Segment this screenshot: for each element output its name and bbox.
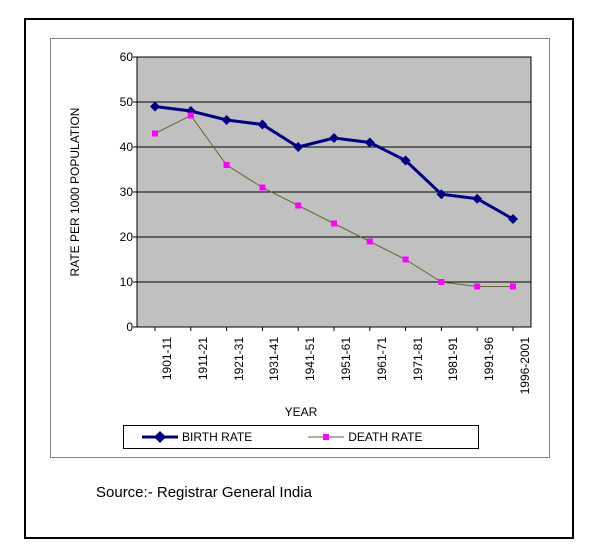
x-tick-label: 1981-91 [446, 337, 460, 381]
y-tick-label: 20 [109, 230, 133, 244]
series-marker-1-6 [367, 239, 373, 245]
series-marker-1-8 [438, 279, 444, 285]
series-marker-1-9 [474, 284, 480, 290]
series-marker-1-5 [331, 221, 337, 227]
y-tick-label: 60 [109, 50, 133, 64]
chart-outer-frame: 0 10 20 30 40 50 60 RATE PER 1000 POPULATION 1… [24, 18, 574, 539]
series-marker-1-0 [152, 131, 158, 137]
series-marker-1-10 [510, 284, 516, 290]
series-line-0 [155, 107, 513, 220]
y-tick-label: 50 [109, 95, 133, 109]
y-tick-label: 10 [109, 275, 133, 289]
x-axis-title: YEAR [51, 405, 551, 419]
x-tick-label: 1971-81 [411, 337, 425, 381]
x-tick-label: 1996-2001 [518, 337, 532, 394]
series-marker-0-6 [365, 138, 375, 148]
x-tick-label: 1901-11 [160, 337, 174, 380]
x-tick-label: 1951-61 [339, 337, 353, 381]
y-tick-label: 40 [109, 140, 133, 154]
y-tick-label: 0 [109, 320, 133, 334]
y-tick-label: 30 [109, 185, 133, 199]
legend-item-birth-rate: BIRTH RATE [142, 430, 252, 444]
series-marker-1-7 [403, 257, 409, 263]
x-axis-labels: 1901-11 1911-21 1921-31 1931-41 1941-51 1951-… [137, 331, 531, 401]
series-marker-0-0 [150, 102, 160, 112]
legend-swatch-birth [142, 430, 178, 444]
x-tick-label: 1921-31 [232, 337, 246, 381]
series-marker-1-1 [188, 113, 194, 119]
series-marker-1-4 [295, 203, 301, 209]
legend-label-death: DEATH RATE [348, 430, 422, 444]
legend-swatch-death [308, 430, 344, 444]
y-axis-labels: 0102030405060 [109, 57, 133, 327]
x-tick-label: 1911-21 [196, 337, 210, 380]
plot-area [137, 57, 531, 327]
x-tick-label: 1941-51 [303, 337, 317, 381]
chart-box: 0 10 20 30 40 50 60 RATE PER 1000 POPULATION 1… [50, 38, 550, 458]
series-marker-0-5 [329, 133, 339, 143]
y-axis-title: RATE PER 1000 POPULATION [68, 108, 82, 277]
source-text: Source:- Registrar General India [96, 484, 312, 501]
series-marker-0-2 [222, 115, 232, 125]
plot-svg [137, 57, 531, 327]
x-tick-label: 1991-96 [482, 337, 496, 381]
legend-label-birth: BIRTH RATE [182, 430, 252, 444]
series-marker-1-2 [224, 162, 230, 168]
legend: BIRTH RATE DEATH RATE [123, 425, 479, 449]
series-marker-1-3 [259, 185, 265, 191]
legend-item-death-rate: DEATH RATE [308, 430, 422, 444]
x-tick-label: 1931-41 [267, 337, 281, 381]
x-tick-label: 1961-71 [375, 337, 389, 381]
